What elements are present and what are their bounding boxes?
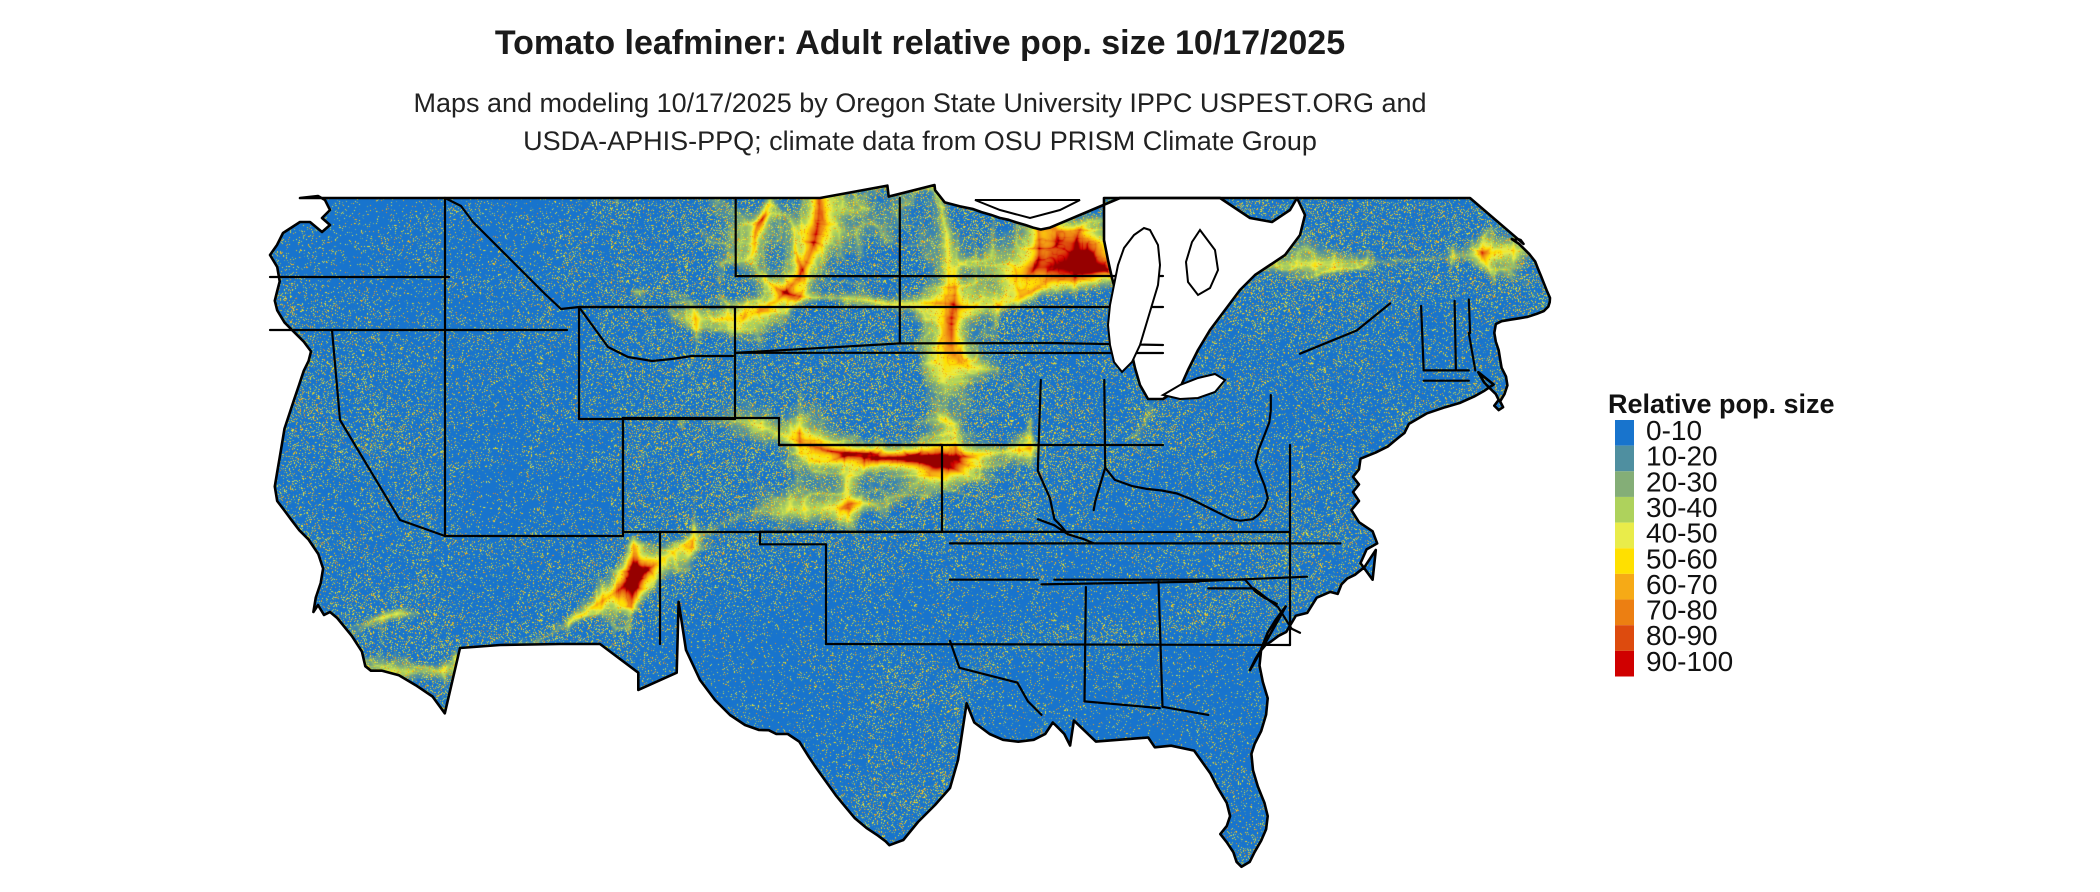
svg-text:90-100: 90-100 <box>1646 646 1733 677</box>
